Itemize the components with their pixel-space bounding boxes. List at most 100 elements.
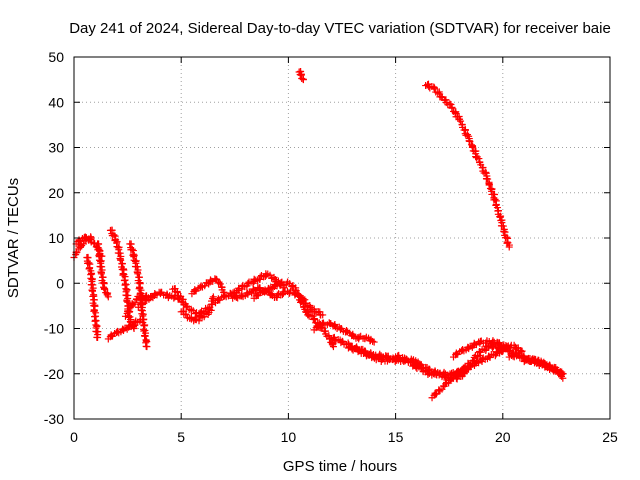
data-point bbox=[319, 311, 327, 319]
data-point bbox=[120, 276, 128, 284]
data-point bbox=[143, 343, 151, 351]
data-point bbox=[89, 292, 97, 300]
x-tick-label: 15 bbox=[388, 429, 404, 445]
data-point bbox=[491, 195, 499, 203]
data-point bbox=[442, 380, 449, 388]
series-sat-q bbox=[310, 319, 378, 346]
y-tick-label: -30 bbox=[44, 411, 64, 427]
data-point bbox=[110, 231, 118, 239]
x-tick-labels: 0 5 10 15 20 25 bbox=[70, 429, 618, 445]
data-point bbox=[355, 333, 363, 341]
data-point bbox=[466, 137, 474, 145]
data-point bbox=[457, 117, 465, 125]
data-point bbox=[117, 256, 125, 264]
x-tick-label: 10 bbox=[281, 429, 297, 445]
data-point bbox=[329, 343, 337, 351]
data-point bbox=[104, 293, 112, 301]
data-point bbox=[131, 299, 139, 307]
data-point bbox=[128, 245, 136, 253]
data-point bbox=[464, 131, 472, 139]
series-sat-e bbox=[104, 315, 144, 343]
data-point bbox=[87, 234, 95, 242]
y-tick-label: 20 bbox=[48, 185, 64, 201]
data-point bbox=[133, 296, 141, 304]
data-point bbox=[295, 293, 303, 301]
data-point bbox=[299, 76, 307, 84]
data-point bbox=[173, 288, 181, 296]
data-point bbox=[134, 270, 142, 278]
data-point bbox=[112, 236, 120, 244]
data-point bbox=[505, 243, 513, 251]
series-sat-b bbox=[72, 233, 95, 248]
y-tick-label: 50 bbox=[48, 49, 64, 65]
data-point bbox=[91, 317, 99, 325]
data-point bbox=[87, 274, 95, 282]
y-tick-label: 30 bbox=[48, 140, 64, 156]
y-tick-labels: -30 -20 -10 0 10 20 30 40 50 bbox=[44, 49, 64, 427]
series-sat-o bbox=[250, 278, 312, 319]
y-axis-label: SDTVAR / TECUs bbox=[5, 178, 22, 298]
data-point bbox=[518, 347, 526, 355]
data-point bbox=[448, 104, 456, 112]
data-point bbox=[369, 337, 377, 345]
data-point bbox=[292, 287, 300, 295]
y-tick-label: -10 bbox=[44, 321, 64, 337]
x-axis-label: GPS time / hours bbox=[283, 458, 397, 475]
data-point bbox=[473, 153, 481, 161]
data-point bbox=[437, 93, 445, 101]
data-point bbox=[465, 137, 473, 145]
data-point bbox=[538, 361, 546, 369]
data-point bbox=[297, 298, 305, 306]
data-point bbox=[207, 306, 215, 314]
data-point bbox=[127, 318, 135, 326]
chart-title: Day 241 of 2024, Sidereal Day-to-day VTE… bbox=[69, 20, 611, 37]
data-point bbox=[216, 280, 224, 288]
data-point bbox=[124, 308, 132, 316]
data-point bbox=[370, 338, 378, 346]
axis-ticks bbox=[73, 56, 611, 420]
data-point bbox=[431, 85, 439, 93]
y-tick-label: 40 bbox=[48, 94, 64, 110]
data-point bbox=[209, 293, 217, 301]
data-point bbox=[298, 74, 306, 82]
series-sat-d bbox=[94, 240, 112, 301]
data-point bbox=[141, 332, 149, 340]
series-sat-m bbox=[212, 270, 288, 307]
y-tick-label: 0 bbox=[56, 275, 64, 291]
series-sat-k bbox=[177, 306, 215, 325]
data-point bbox=[94, 334, 102, 342]
series-sat-ab bbox=[295, 67, 307, 84]
data-point bbox=[484, 175, 492, 183]
data-points bbox=[70, 67, 567, 402]
x-tick-label: 0 bbox=[70, 429, 78, 445]
data-point bbox=[325, 319, 333, 327]
series-sat-c bbox=[83, 253, 102, 342]
data-point bbox=[97, 270, 105, 278]
x-tick-label: 20 bbox=[495, 429, 511, 445]
data-point bbox=[473, 352, 481, 360]
series-sat-w bbox=[452, 343, 511, 379]
data-point bbox=[475, 155, 483, 163]
data-point bbox=[311, 316, 319, 324]
series-sat-aa bbox=[520, 355, 567, 382]
data-point bbox=[232, 293, 240, 301]
data-point bbox=[486, 354, 494, 362]
data-point bbox=[559, 374, 567, 382]
data-point bbox=[524, 357, 532, 365]
series-sat-l bbox=[188, 275, 228, 298]
data-point bbox=[468, 143, 476, 151]
data-point bbox=[553, 367, 561, 375]
data-point bbox=[500, 227, 508, 235]
series-sat-s bbox=[344, 342, 425, 369]
data-point bbox=[85, 259, 93, 267]
data-point bbox=[489, 337, 497, 345]
data-point bbox=[121, 281, 129, 289]
x-tick-label: 25 bbox=[602, 429, 618, 445]
data-point bbox=[299, 299, 307, 307]
data-point bbox=[100, 285, 108, 293]
y-tick-label: -20 bbox=[44, 366, 64, 382]
series-sat-j bbox=[169, 285, 218, 319]
series-sat-ac bbox=[422, 80, 513, 251]
data-point bbox=[182, 311, 190, 319]
data-point bbox=[362, 352, 370, 360]
